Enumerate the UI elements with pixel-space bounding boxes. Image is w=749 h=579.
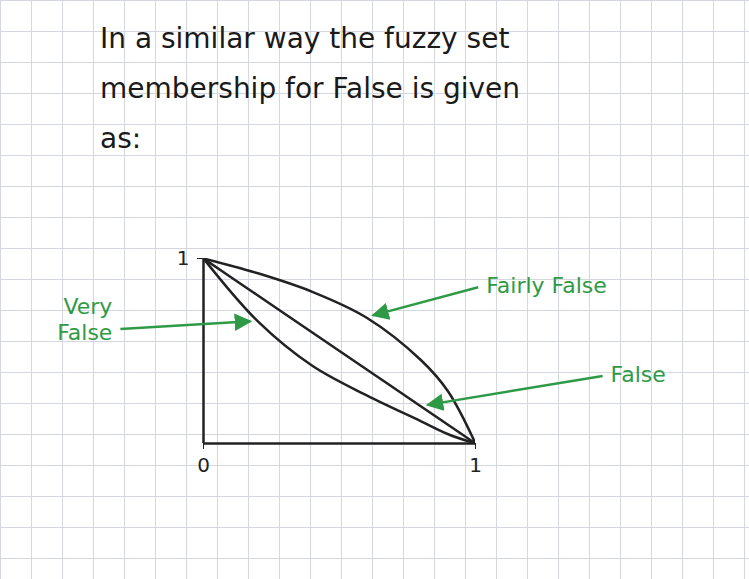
svg-text:1: 1 xyxy=(177,246,190,270)
svg-text:0: 0 xyxy=(197,453,210,477)
svg-text:Fairly False: Fairly False xyxy=(486,273,607,298)
svg-text:VeryFalse: VeryFalse xyxy=(57,294,112,345)
html-text:In a similar way the fuzzy set: In a similar way the fuzzy set membershi… xyxy=(100,22,520,155)
svg-text:1: 1 xyxy=(469,453,482,477)
svg-text:False: False xyxy=(611,362,666,387)
